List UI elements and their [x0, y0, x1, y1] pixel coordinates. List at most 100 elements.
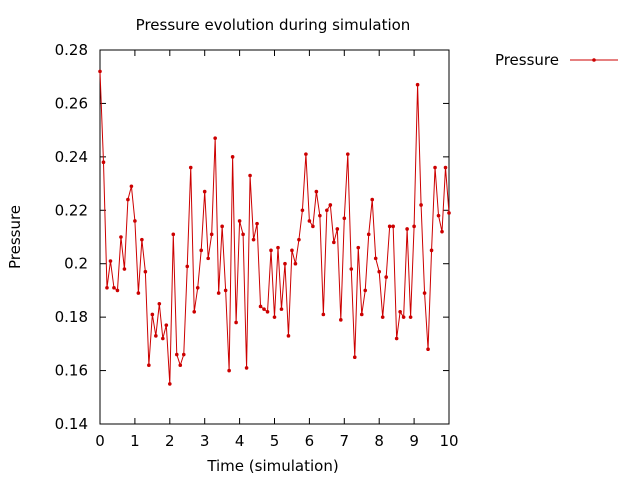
- data-point: [297, 237, 301, 242]
- data-point: [181, 352, 186, 357]
- x-tick-label: 3: [200, 432, 210, 450]
- data-point: [192, 310, 197, 314]
- data-point: [408, 315, 413, 319]
- data-point: [227, 368, 231, 373]
- data-point: [209, 232, 214, 237]
- data-point: [258, 304, 263, 309]
- x-tick-label: 4: [235, 432, 245, 450]
- data-point: [328, 203, 333, 207]
- data-point: [286, 334, 291, 338]
- data-point: [335, 227, 340, 231]
- data-point: [318, 213, 322, 218]
- data-point: [307, 219, 312, 223]
- data-point: [136, 291, 141, 295]
- data-point: [269, 248, 273, 253]
- data-point: [237, 219, 242, 223]
- data-point: [255, 221, 259, 226]
- plot-area: [99, 49, 450, 425]
- data-point: [213, 136, 217, 140]
- data-point: [140, 237, 144, 242]
- x-tick-label: 2: [165, 432, 175, 450]
- data-point: [244, 366, 249, 370]
- data-point: [342, 216, 347, 221]
- data-point: [185, 264, 190, 269]
- plot-frame: [99, 49, 450, 425]
- data-point: [398, 310, 402, 314]
- data-point: [157, 301, 162, 306]
- data-point: [433, 165, 437, 170]
- data-point: [370, 197, 375, 202]
- data-point: [98, 69, 102, 74]
- data-point: [314, 189, 319, 194]
- data-point: [195, 285, 200, 290]
- data-point: [349, 267, 354, 271]
- data-point: [126, 197, 130, 202]
- data-point: [154, 334, 158, 338]
- data-point: [279, 307, 284, 311]
- data-point: [272, 315, 277, 319]
- data-point: [359, 312, 364, 317]
- x-tick-label: 1: [130, 432, 140, 450]
- data-point: [436, 213, 441, 218]
- data-point: [339, 318, 343, 322]
- data-point: [147, 363, 151, 368]
- data-point: [230, 155, 235, 159]
- series-layer: [98, 69, 451, 386]
- x-tick-label: 7: [340, 432, 350, 450]
- data-point: [300, 208, 305, 213]
- data-point: [332, 240, 336, 245]
- data-point: [440, 229, 444, 234]
- data-point: [401, 315, 406, 319]
- data-point: [394, 336, 399, 341]
- x-tick-label: 8: [374, 432, 384, 450]
- data-point: [304, 152, 308, 156]
- data-point: [174, 352, 179, 357]
- x-tick-label: 6: [305, 432, 315, 450]
- data-point: [415, 82, 420, 87]
- data-point: [373, 256, 378, 261]
- data-point: [133, 219, 137, 223]
- data-point: [241, 232, 245, 237]
- data-point: [377, 269, 382, 274]
- data-point: [119, 235, 123, 239]
- data-point: [223, 288, 228, 293]
- data-point: [419, 203, 423, 207]
- y-tick-label: 0.16: [55, 362, 88, 380]
- chart-title: Pressure evolution during simulation: [136, 16, 411, 34]
- data-point: [387, 224, 392, 229]
- data-point: [188, 165, 193, 170]
- data-point: [412, 224, 416, 229]
- data-point: [429, 248, 434, 253]
- legend-label: Pressure: [495, 51, 559, 69]
- data-point: [171, 232, 176, 237]
- x-tick-label: 0: [95, 432, 105, 450]
- data-point: [105, 285, 109, 290]
- data-point: [422, 291, 427, 295]
- legend-marker: [592, 58, 596, 62]
- data-point: [276, 245, 280, 250]
- x-tick-label: 10: [439, 432, 458, 450]
- data-point: [150, 312, 155, 317]
- data-point: [356, 245, 361, 250]
- y-tick-label: 0.18: [55, 308, 88, 326]
- data-point: [251, 237, 256, 242]
- data-point: [321, 312, 326, 317]
- data-point: [290, 248, 294, 253]
- data-point: [352, 355, 357, 360]
- y-tick-label: 0.28: [55, 41, 88, 59]
- data-point: [384, 275, 388, 279]
- data-point: [325, 208, 329, 213]
- y-tick-label: 0.26: [55, 94, 88, 112]
- y-tick-label: 0.2: [64, 255, 88, 273]
- data-point: [220, 224, 224, 229]
- data-point: [161, 336, 165, 341]
- data-point: [101, 160, 106, 164]
- data-point: [108, 259, 113, 263]
- data-point: [283, 261, 287, 266]
- data-point: [164, 323, 169, 327]
- y-tick-label: 0.24: [55, 148, 88, 166]
- y-tick-label: 0.22: [55, 201, 88, 219]
- y-tick-label: 0.14: [55, 415, 88, 433]
- y-axis: 0.14 0.16 0.18 0.2 0.22 0.24 0.26 0.28: [55, 41, 449, 433]
